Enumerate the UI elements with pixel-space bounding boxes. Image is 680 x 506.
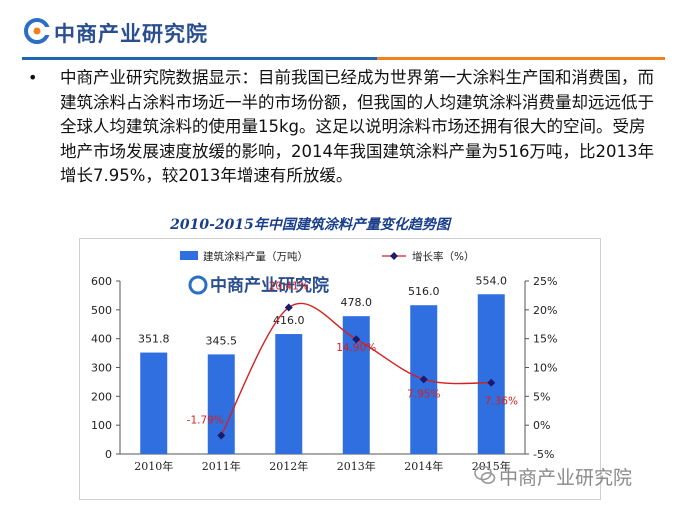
bar-label: 516.0 <box>408 285 440 298</box>
line-label: -1.79% <box>187 414 224 426</box>
chart-frame: 0 100 200 300 400 500 600 -5% 0% 5% 10% 15% 20% 25% 建筑… <box>79 238 601 500</box>
legend-swatch-bars <box>180 251 198 260</box>
bar-label: 345.5 <box>206 334 238 347</box>
y-right-tick-label: 20% <box>533 304 557 317</box>
body-paragraph: 中商产业研究院数据显示：目前我国已经成为世界第一大涂料生产国和消费国，而建筑涂料… <box>60 68 654 185</box>
legend-label-line: 增长率（%） <box>412 250 474 263</box>
x-tick-label: 2012年 <box>269 459 308 473</box>
bar <box>140 352 168 454</box>
brand-name: 中商产业研究院 <box>54 22 208 46</box>
header: 中商产业研究院 <box>0 0 680 62</box>
y-right-tick-label: 5% <box>533 390 550 403</box>
legend-label-bars: 建筑涂料产量（万吨） <box>203 250 308 263</box>
y-right-tick-label: 10% <box>533 362 557 375</box>
chart-watermark-text: 中商产业研究院 <box>210 275 329 296</box>
bar <box>275 334 303 454</box>
line-point <box>352 335 361 344</box>
y-right-tick-label: 15% <box>533 333 557 346</box>
x-tick-label: 2010年 <box>134 459 173 473</box>
line-label: 14.90% <box>336 342 376 354</box>
header-rule-blue <box>22 57 377 60</box>
line-point <box>217 431 226 440</box>
x-tick-label: 2013年 <box>337 459 376 473</box>
y-left-tick-label: 500 <box>91 304 112 317</box>
bar-label: 478.0 <box>341 296 373 309</box>
bar <box>477 294 505 454</box>
bar-label: 351.8 <box>138 333 170 346</box>
header-rule-orange <box>377 57 665 60</box>
y-left-tick-label: 600 <box>91 275 112 288</box>
growth-line <box>220 302 492 436</box>
x-tick-label: 2014年 <box>404 459 443 473</box>
chart-watermark: 中商产业研究院 <box>188 275 329 296</box>
bullet-marker: • <box>28 68 38 87</box>
x-tick-label: 2011年 <box>202 459 241 473</box>
line-point <box>419 375 428 384</box>
chart-watermark-logo-icon <box>188 275 208 295</box>
bar-label: 416.0 <box>273 314 305 327</box>
y-left-tick-label: 200 <box>91 390 112 403</box>
chart-title: 2010-2015年中国建筑涂料产量变化趋势图 <box>170 217 450 233</box>
line-label: 7.36% <box>485 396 518 408</box>
y-left-tick-label: 400 <box>91 333 112 346</box>
line-point <box>487 378 496 387</box>
line-label: 7.95% <box>407 388 440 400</box>
bar-label: 554.0 <box>476 274 508 287</box>
y-right-tick-label: 0% <box>533 419 550 432</box>
y-left-tick-label: 0 <box>105 448 112 461</box>
footer-watermark: 中商产业研究院 <box>499 467 633 489</box>
x-tick-label: 2015年 <box>472 459 511 473</box>
chart-svg: 0 100 200 300 400 500 600 -5% 0% 5% 10% 15% 20% 25% 建筑… <box>91 250 557 473</box>
y-right-tick-label: 25% <box>533 275 557 288</box>
line-point <box>284 303 293 312</box>
y-left-tick-label: 100 <box>91 419 112 432</box>
logo-icon <box>24 18 50 44</box>
line-label: 20.41% <box>269 280 309 292</box>
wechat-watermark-icon <box>474 465 496 484</box>
y-right-tick-label: -5% <box>533 448 554 461</box>
y-left-tick-label: 300 <box>91 362 112 375</box>
legend-marker-line <box>390 252 398 260</box>
